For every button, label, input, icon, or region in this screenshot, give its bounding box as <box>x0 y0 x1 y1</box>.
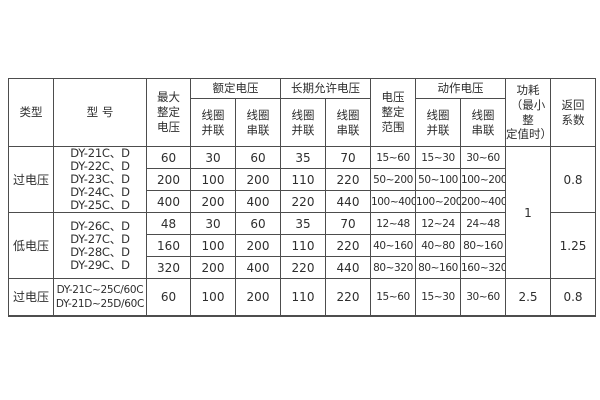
cell-longterm-series: 220 <box>325 234 371 257</box>
cell-action-parallel: 50~100 <box>415 168 461 191</box>
cell-longterm-series: 440 <box>325 190 371 213</box>
cell-longterm-series: 70 <box>325 146 371 169</box>
cell-setting-range: 100~400 <box>370 190 416 213</box>
cell-max-setting: 200 <box>146 168 191 191</box>
cell-setting-range: 40~160 <box>370 234 416 257</box>
header-model: 型 号 <box>53 78 147 147</box>
header-setting-range: 电压 整定 范围 <box>370 78 416 147</box>
cell-type-overvoltage: 过电压 <box>8 146 54 213</box>
cell-return-coef-group3: 0.8 <box>550 278 596 316</box>
cell-longterm-parallel: 220 <box>280 190 326 213</box>
cell-return-coef-group1: 0.8 <box>550 146 596 213</box>
cell-rated-series: 400 <box>235 190 281 213</box>
header-coil-parallel: 线圈 并联 <box>190 98 236 147</box>
cell-rated-series: 400 <box>235 256 281 279</box>
header-longterm-voltage: 长期允许电压 <box>280 78 371 99</box>
cell-rated-parallel: 100 <box>190 278 236 316</box>
cell-longterm-parallel: 110 <box>280 234 326 257</box>
header-coil-series: 线圈 串联 <box>325 98 371 147</box>
cell-power-group3: 2.5 <box>505 278 551 316</box>
header-type: 类型 <box>8 78 54 147</box>
cell-action-parallel: 15~30 <box>415 146 461 169</box>
cell-max-setting: 60 <box>146 278 191 316</box>
cell-longterm-series: 70 <box>325 212 371 235</box>
cell-longterm-parallel: 220 <box>280 256 326 279</box>
cell-rated-series: 200 <box>235 234 281 257</box>
cell-action-series: 100~200 <box>460 168 506 191</box>
cell-action-series: 160~320 <box>460 256 506 279</box>
cell-longterm-parallel: 35 <box>280 212 326 235</box>
cell-setting-range: 80~320 <box>370 256 416 279</box>
cell-action-series: 30~60 <box>460 278 506 316</box>
cell-longterm-series: 440 <box>325 256 371 279</box>
header-power: 功耗 （最小整 定值时） <box>505 78 551 147</box>
spec-table-container: 类型 型 号 最大 整定 电压 额定电压 长期允许电压 电压 整定 范围 动作电… <box>8 78 596 317</box>
header-max-setting-voltage: 最大 整定 电压 <box>146 78 191 147</box>
cell-action-series: 24~48 <box>460 212 506 235</box>
cell-longterm-parallel: 35 <box>280 146 326 169</box>
cell-type-overvoltage-combined: 过电压 <box>8 278 54 316</box>
cell-rated-parallel: 30 <box>190 212 236 235</box>
header-action-voltage: 动作电压 <box>415 78 506 99</box>
cell-action-series: 200~400 <box>460 190 506 213</box>
cell-power-groups12: 1 <box>505 146 551 279</box>
relay-spec-table: 类型 型 号 最大 整定 电压 额定电压 长期允许电压 电压 整定 范围 动作电… <box>8 78 596 317</box>
cell-longterm-series: 220 <box>325 278 371 316</box>
cell-rated-parallel: 200 <box>190 190 236 213</box>
cell-action-parallel: 12~24 <box>415 212 461 235</box>
cell-max-setting: 400 <box>146 190 191 213</box>
cell-action-parallel: 80~160 <box>415 256 461 279</box>
cell-action-series: 30~60 <box>460 146 506 169</box>
header-coil-series: 线圈 串联 <box>460 98 506 147</box>
cell-action-parallel: 100~200 <box>415 190 461 213</box>
cell-rated-parallel: 30 <box>190 146 236 169</box>
cell-max-setting: 160 <box>146 234 191 257</box>
header-coil-parallel: 线圈 并联 <box>280 98 326 147</box>
cell-setting-range: 15~60 <box>370 278 416 316</box>
cell-rated-series: 60 <box>235 212 281 235</box>
cell-action-parallel: 40~80 <box>415 234 461 257</box>
cell-max-setting: 320 <box>146 256 191 279</box>
cell-rated-series: 60 <box>235 146 281 169</box>
cell-return-coef-group2: 1.25 <box>550 212 596 279</box>
cell-max-setting: 60 <box>146 146 191 169</box>
cell-rated-series: 200 <box>235 168 281 191</box>
cell-models-group2: DY-26C、D DY-27C、D DY-28C、D DY-29C、D <box>53 212 147 279</box>
cell-rated-parallel: 100 <box>190 168 236 191</box>
cell-rated-parallel: 100 <box>190 234 236 257</box>
cell-rated-series: 200 <box>235 278 281 316</box>
cell-action-series: 80~160 <box>460 234 506 257</box>
cell-type-undervoltage: 低电压 <box>8 212 54 279</box>
cell-longterm-parallel: 110 <box>280 278 326 316</box>
header-coil-parallel: 线圈 并联 <box>415 98 461 147</box>
cell-max-setting: 48 <box>146 212 191 235</box>
cell-longterm-series: 220 <box>325 168 371 191</box>
header-return-coefficient: 返回 系数 <box>550 78 596 147</box>
cell-models-group3: DY-21C~25C/60C DY-21D~25D/60C <box>53 278 147 316</box>
header-rated-voltage: 额定电压 <box>190 78 281 99</box>
cell-setting-range: 15~60 <box>370 146 416 169</box>
cell-rated-parallel: 200 <box>190 256 236 279</box>
cell-action-parallel: 15~30 <box>415 278 461 316</box>
header-coil-series: 线圈 串联 <box>235 98 281 147</box>
cell-models-group1: DY-21C、D DY-22C、D DY-23C、D DY-24C、D DY-2… <box>53 146 147 213</box>
cell-setting-range: 50~200 <box>370 168 416 191</box>
cell-longterm-parallel: 110 <box>280 168 326 191</box>
cell-setting-range: 12~48 <box>370 212 416 235</box>
